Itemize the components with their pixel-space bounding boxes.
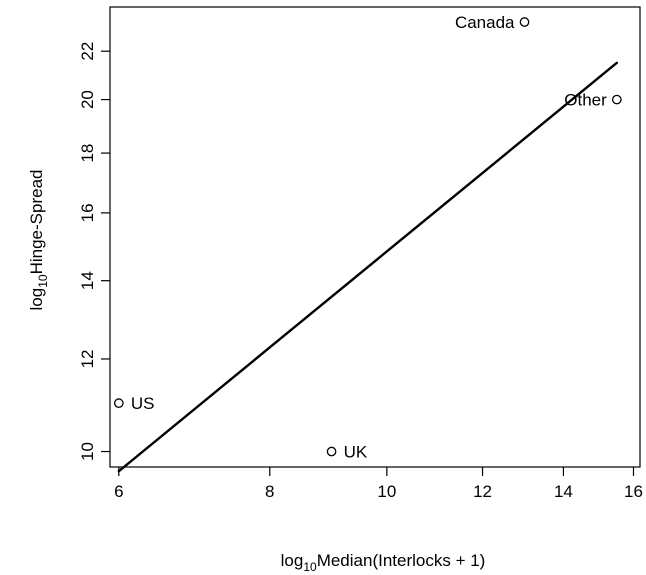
x-axis-title: log10Median(Interlocks + 1)	[281, 551, 486, 574]
point-label: Other	[564, 91, 607, 110]
y-tick-label: 18	[78, 144, 97, 163]
data-points: US UK Canada Other	[113, 13, 622, 462]
y-tick-label: 16	[78, 203, 97, 222]
x-tick-label: 12	[473, 482, 492, 501]
plot-frame	[109, 6, 641, 468]
point-label: Canada	[455, 13, 515, 32]
x-tick-label: 8	[265, 482, 274, 501]
data-point	[113, 398, 124, 408]
x-tick-label: 6	[114, 482, 123, 501]
x-tick-label: 16	[624, 482, 643, 501]
y-tick-label: 12	[78, 349, 97, 368]
y-tick-label: 20	[78, 90, 97, 109]
y-tick-label: 10	[78, 442, 97, 461]
x-tick-label: 10	[377, 482, 396, 501]
fit-line	[117, 61, 619, 473]
data-point	[611, 94, 622, 105]
x-axis: 6 8 10 12 14 16	[114, 467, 643, 501]
y-tick-label: 22	[78, 42, 97, 61]
y-tick-label: 14	[78, 271, 97, 290]
y-axis-title: log10Hinge-Spread	[27, 170, 50, 311]
data-point	[326, 446, 337, 457]
point-label: US	[131, 394, 155, 413]
y-axis: 10 12 14 16 18 20 22	[78, 42, 110, 461]
x-tick-label: 14	[554, 482, 573, 501]
data-point	[519, 17, 530, 27]
point-label: UK	[344, 443, 368, 462]
